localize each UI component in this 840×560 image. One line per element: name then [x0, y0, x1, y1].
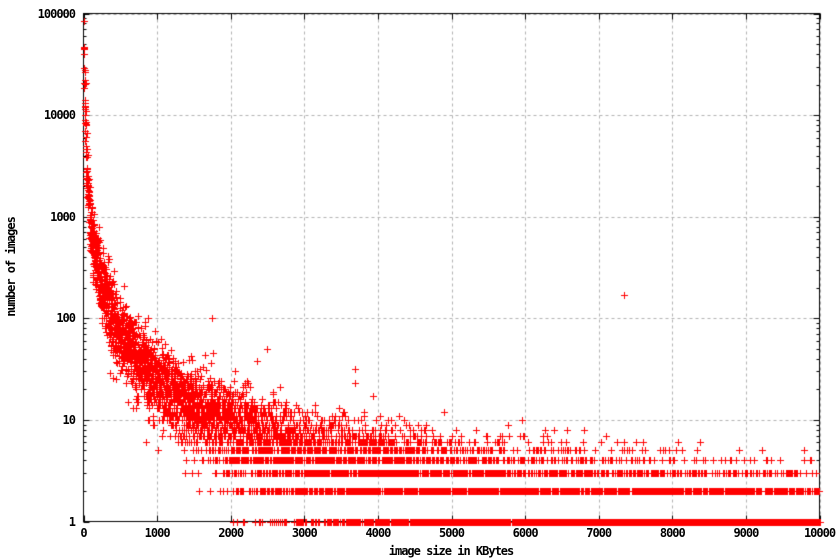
x-tick-label: 1000 — [144, 526, 171, 540]
x-tick-label: 2000 — [218, 526, 244, 540]
y-tick-label: 10 — [62, 412, 76, 427]
x-tick-label: 10000 — [803, 526, 836, 540]
x-tick-label: 0 — [80, 526, 87, 540]
x-tick-label: 3000 — [291, 526, 318, 540]
x-tick-label: 8000 — [659, 526, 686, 540]
x-tick-label: 5000 — [439, 526, 465, 540]
x-tick-label: 9000 — [733, 526, 759, 540]
y-tick-label: 100 — [56, 311, 76, 326]
y-tick-label: 1000 — [50, 209, 76, 224]
x-axis-title: image size in KBytes — [388, 544, 514, 558]
y-axis-title: number of images — [4, 217, 18, 317]
y-tick-label: 100000 — [37, 6, 76, 21]
x-tick-label: 6000 — [512, 526, 539, 540]
x-tick-label: 7000 — [586, 526, 612, 540]
x-tick-label: 4000 — [365, 526, 391, 540]
y-tick-label: 10000 — [43, 108, 76, 123]
y-tick-label: 1 — [68, 514, 76, 529]
